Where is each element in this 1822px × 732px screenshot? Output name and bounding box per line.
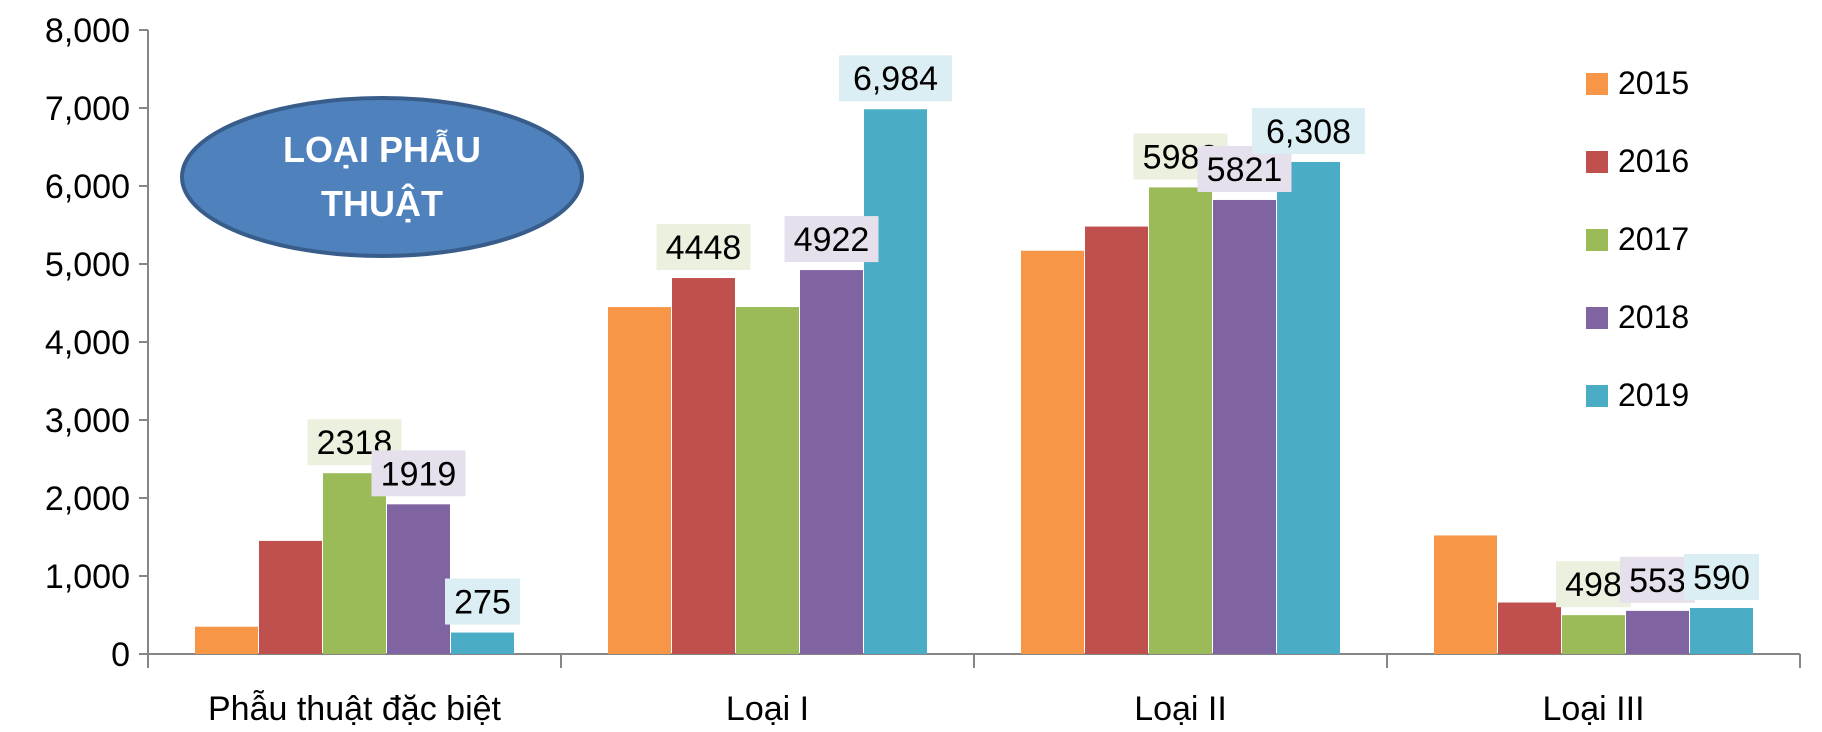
badge-line-2: THUẬT: [321, 182, 443, 224]
y-tick-label: 1,000: [45, 558, 130, 596]
badge-line-1: LOẠI PHẪU: [283, 128, 481, 170]
legend-label-2019: 2019: [1618, 377, 1689, 413]
bar-2019-4: [1690, 607, 1753, 654]
bar-2016-4: [1498, 602, 1561, 654]
legend-label-2016: 2016: [1618, 143, 1689, 179]
data-label: 4922: [784, 216, 879, 263]
legend-label-2017: 2017: [1618, 221, 1689, 257]
data-label-box: [784, 216, 879, 263]
data-label-text: 5821: [1207, 151, 1283, 189]
bar-2015-1: [195, 626, 258, 654]
x-tick-label: Loại II: [1134, 690, 1227, 727]
data-label-text: 498: [1565, 566, 1622, 604]
y-tick-label: 7,000: [45, 90, 130, 128]
data-label: 1919: [371, 450, 466, 497]
legend: 2015 2016 2017 2018 2019: [1586, 65, 1689, 413]
x-tick-label: Loại I: [726, 690, 809, 727]
legend-swatch-2015: [1586, 73, 1608, 95]
data-label-text: 553: [1629, 562, 1686, 600]
bar-2017-3: [1149, 187, 1212, 655]
bar-2019-1: [451, 632, 514, 654]
bar-2018-3: [1213, 199, 1276, 654]
y-tick-label: 5,000: [45, 246, 130, 284]
bar-2015-3: [1021, 250, 1084, 655]
data-label-box: [371, 450, 466, 497]
bars: [195, 109, 1753, 655]
y-tick-label: 3,000: [45, 402, 130, 440]
bar-2016-2: [672, 278, 735, 654]
bar-2018-4: [1626, 610, 1689, 654]
bar-2015-2: [608, 307, 671, 654]
data-label: 6,308: [1252, 107, 1365, 154]
badge-ellipse: [180, 96, 584, 258]
bar-2017-2: [736, 307, 799, 654]
x-tick-label: Loại III: [1542, 690, 1644, 727]
bar-2019-3: [1277, 161, 1340, 654]
bar-2018-1: [387, 504, 450, 654]
data-label: 275: [445, 578, 520, 625]
bar-2016-3: [1085, 226, 1148, 654]
x-tick-label: Phẫu thuật đặc biệt: [208, 690, 502, 727]
legend-label-2018: 2018: [1618, 299, 1689, 335]
y-tick-label: 6,000: [45, 168, 130, 206]
y-tick-label: 2,000: [45, 480, 130, 518]
data-label-box: [1556, 561, 1631, 608]
data-label-text: 1919: [381, 455, 457, 493]
data-label-text: 275: [454, 584, 511, 622]
bar-2016-1: [259, 540, 322, 654]
data-label-box: [1684, 553, 1759, 600]
data-label-box: [839, 55, 952, 102]
y-tick-label: 8,000: [45, 12, 130, 50]
legend-label-2015: 2015: [1618, 65, 1689, 101]
data-label: 590: [1684, 553, 1759, 600]
data-label: 498: [1556, 561, 1631, 608]
data-label: 4448: [656, 224, 751, 271]
legend-swatch-2018: [1586, 307, 1608, 329]
data-label-box: [1620, 556, 1695, 603]
data-label-box: [1252, 107, 1365, 154]
data-label-text: 590: [1693, 559, 1750, 597]
data-label-box: [656, 224, 751, 271]
y-tick-label: 0: [111, 636, 130, 674]
title-badge: LOẠI PHẪU THUẬT: [180, 96, 584, 258]
bar-2017-1: [323, 473, 386, 654]
data-label-text: 4922: [794, 221, 870, 259]
data-label-text: 6,984: [853, 60, 938, 98]
axes: 0 1,000 2,000 3,000 4,000 5,000 6,000 7,000 8,00…: [45, 12, 1801, 728]
y-tick-label: 4,000: [45, 324, 130, 362]
bar-2017-4: [1562, 615, 1625, 654]
bar-2019-2: [864, 109, 927, 655]
data-label: 6,984: [839, 55, 952, 102]
legend-swatch-2019: [1586, 385, 1608, 407]
legend-swatch-2017: [1586, 229, 1608, 251]
data-label-box: [445, 578, 520, 625]
legend-swatch-2016: [1586, 151, 1608, 173]
data-label-text: 6,308: [1266, 113, 1351, 151]
bar-2015-4: [1434, 535, 1497, 654]
data-label: 553: [1620, 556, 1695, 603]
data-label-text: 4448: [666, 229, 742, 267]
bar-2018-2: [800, 270, 863, 654]
